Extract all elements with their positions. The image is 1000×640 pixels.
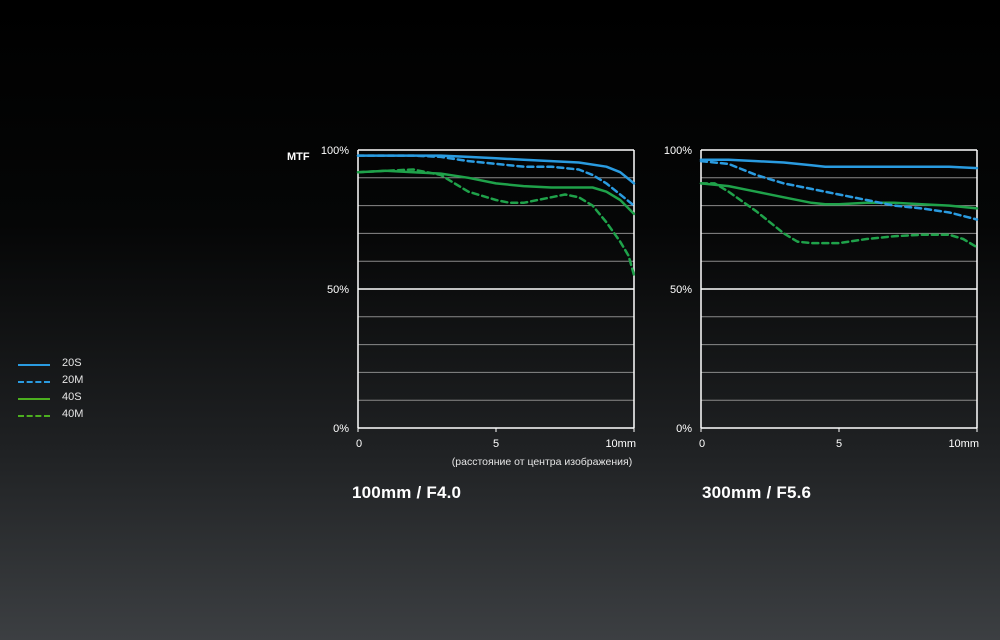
series-line-40s xyxy=(356,169,636,216)
x-tick-label: 0 xyxy=(356,438,362,450)
legend-label: 20S xyxy=(62,357,82,369)
y-tick-label: 50% xyxy=(670,284,692,296)
x-tick-label: 5 xyxy=(493,438,499,450)
legend-label: 40M xyxy=(62,408,84,420)
legend-swatch-40m xyxy=(18,415,50,417)
y-tick-label: 0% xyxy=(676,423,692,435)
series-line-40s xyxy=(699,182,979,210)
series-line-20s xyxy=(699,158,979,170)
y-tick-label: 50% xyxy=(327,284,349,296)
y-tick-label: 100% xyxy=(321,145,349,157)
chart-300mm: 0% 50% 100% 0 5 10mm xyxy=(664,145,979,450)
legend-swatch-20s xyxy=(18,364,50,366)
series-line-40m xyxy=(356,168,636,277)
legend-swatch-20m xyxy=(18,381,50,383)
x-tick-label: 10mm xyxy=(605,438,636,450)
legend: 20S 20M 40S 40M xyxy=(18,356,138,424)
x-axis-note: (расстояние от центра изображения) xyxy=(452,456,632,468)
legend-item-20m: 20M xyxy=(18,373,138,390)
legend-swatch-40s xyxy=(18,398,50,400)
legend-label: 20M xyxy=(62,374,84,386)
mtf-label: MTF xyxy=(287,151,310,163)
legend-item-40s: 40S xyxy=(18,390,138,407)
chart-100mm: 0% 50% 100% 0 5 10mm xyxy=(321,145,636,450)
y-tick-label: 100% xyxy=(664,145,692,157)
series-line-20s xyxy=(356,154,636,185)
legend-item-40m: 40M xyxy=(18,407,138,424)
series-line-20m xyxy=(699,159,979,221)
y-tick-label: 0% xyxy=(333,423,349,435)
legend-item-20s: 20S xyxy=(18,356,138,373)
x-tick-label: 0 xyxy=(699,438,705,450)
series-line-40m xyxy=(699,182,979,249)
x-tick-label: 5 xyxy=(836,438,842,450)
series-line-20m xyxy=(356,154,636,207)
chart-title-100mm: 100mm / F4.0 xyxy=(352,483,462,502)
legend-label: 40S xyxy=(62,391,82,403)
x-tick-label: 10mm xyxy=(948,438,979,450)
chart-title-300mm: 300mm / F5.6 xyxy=(702,483,812,502)
